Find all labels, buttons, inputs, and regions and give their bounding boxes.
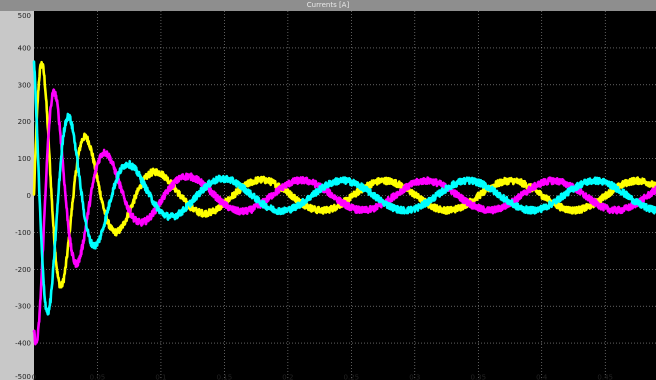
x-tick-label: 0.2 bbox=[282, 374, 293, 380]
x-tick-labels: 0 0.05 0.1 0.15 0.2 0.25 0.3 0.35 0.4 0.45 bbox=[32, 374, 613, 380]
x-tick-label: 0.25 bbox=[344, 374, 360, 380]
phase-current-line bbox=[32, 60, 656, 316]
y-tick-label: -300 bbox=[15, 303, 31, 311]
x-tick-label: 0.15 bbox=[217, 374, 233, 380]
x-tick-label: 0.1 bbox=[155, 374, 166, 380]
x-tick-label: 0.3 bbox=[409, 374, 420, 380]
x-tick-label: 0.35 bbox=[470, 374, 486, 380]
x-tick-label: 0.4 bbox=[536, 374, 548, 380]
x-tick-label: 0.45 bbox=[597, 374, 613, 380]
y-tick-label: 200 bbox=[18, 118, 31, 126]
y-tick-label: 400 bbox=[18, 44, 31, 52]
series-layer bbox=[32, 60, 656, 346]
y-tick-label: -200 bbox=[15, 266, 31, 274]
y-tick-label: -400 bbox=[15, 340, 31, 348]
y-tick-label: 100 bbox=[18, 155, 31, 163]
phase-current-line bbox=[32, 88, 656, 346]
x-tick-label: 0.05 bbox=[90, 374, 106, 380]
y-tick-label: -500 bbox=[15, 373, 31, 380]
scope-title: Currents [A] bbox=[0, 0, 656, 11]
y-tick-label: 500 bbox=[18, 12, 31, 20]
plot-area bbox=[34, 11, 656, 380]
x-tick-label: 0 bbox=[32, 374, 36, 380]
y-tick-label: 300 bbox=[18, 81, 31, 89]
y-tick-labels: 500 400 300 200 100 0 -100 -200 -300 -400 -500 bbox=[15, 12, 31, 380]
y-tick-label: 0 bbox=[27, 192, 31, 200]
y-tick-label: -100 bbox=[15, 229, 31, 237]
